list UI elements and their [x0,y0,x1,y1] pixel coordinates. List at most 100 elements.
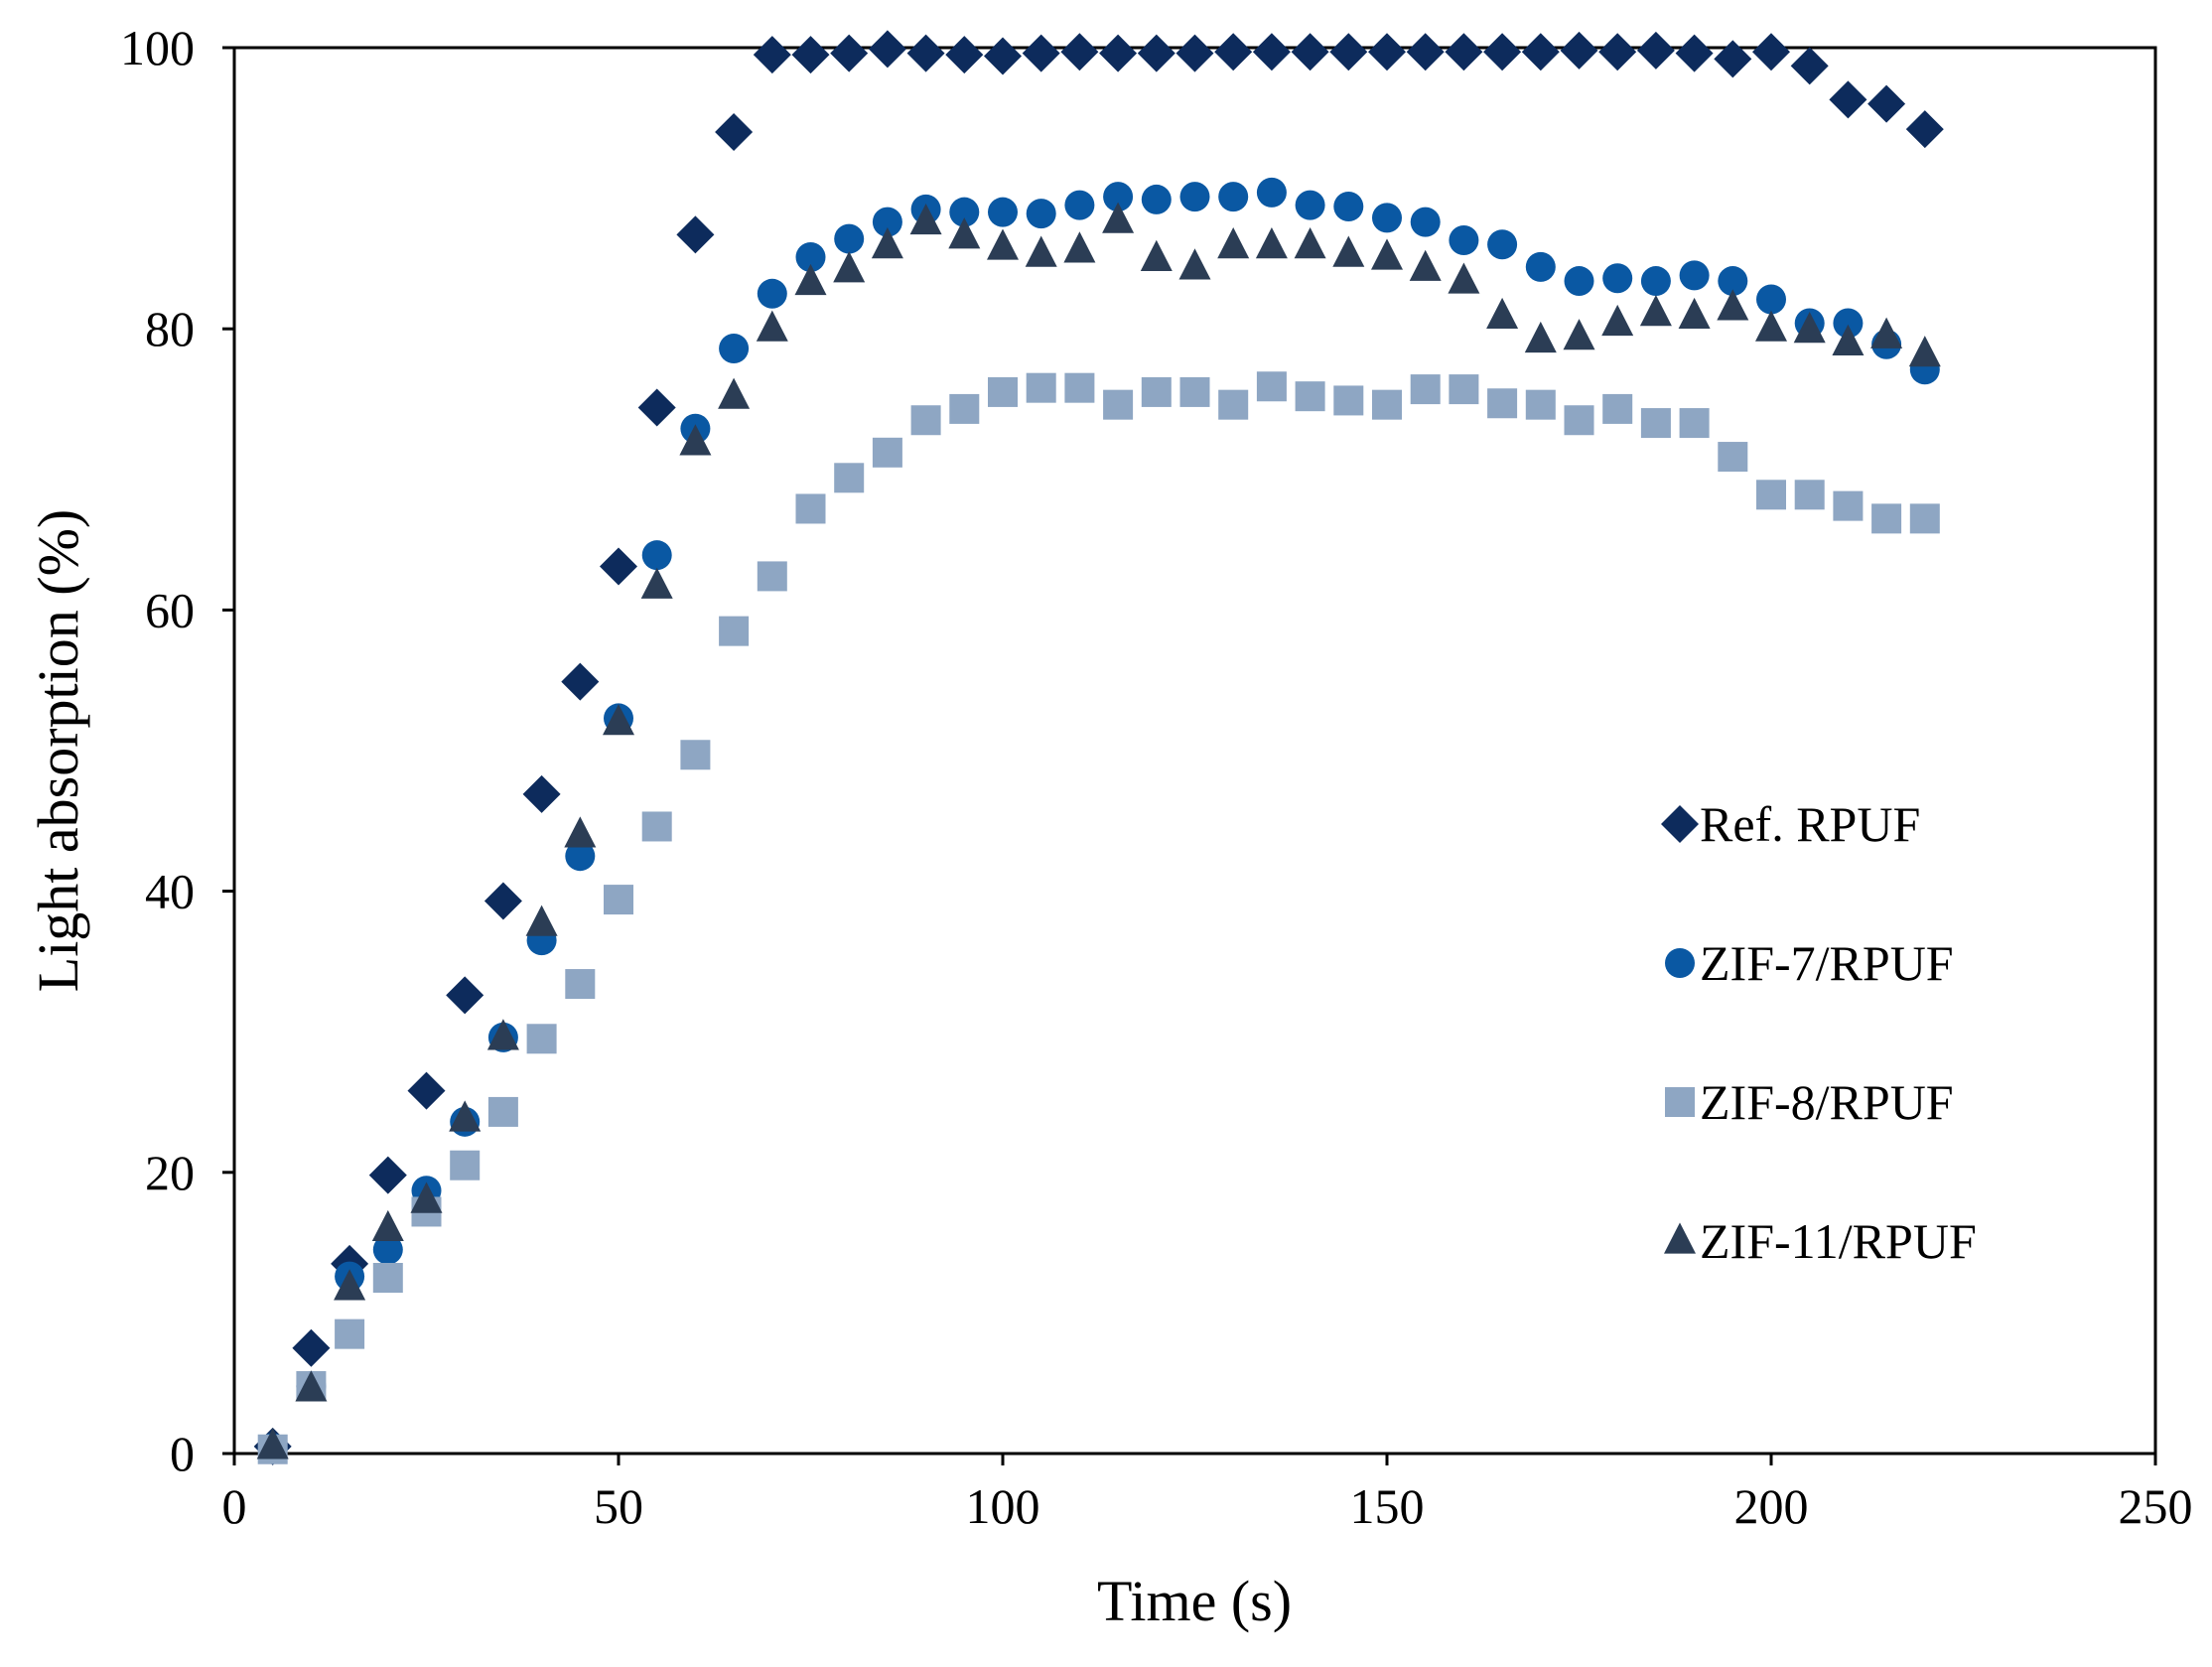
data-point [600,547,637,586]
data-point [1486,297,1519,330]
data-point [1483,33,1522,71]
data-point [1329,33,1368,71]
data-point [987,228,1019,260]
data-point [1410,207,1441,237]
data-point [484,882,522,920]
data-point [1833,308,1864,339]
data-point [1521,33,1560,71]
data-point [910,405,941,436]
data-point [1368,33,1406,71]
legend-marker [1665,1087,1695,1117]
data-point [1524,321,1557,353]
data-point [719,616,750,646]
data-point [1833,490,1864,521]
legend: Ref. RPUF ZIF-7/RPUF ZIF-8/RPUF ZIF-11/RPUF [1661,796,1977,1269]
data-point [565,969,596,1000]
data-point [1409,249,1442,281]
data-point [1525,389,1556,420]
y-axis-title: Light absorption (%) [26,509,90,992]
data-point [1905,110,1944,149]
data-point [292,1328,331,1367]
data-point [1636,31,1675,69]
data-point [1218,389,1249,420]
data-point [1255,227,1288,259]
data-point [368,1156,407,1194]
axes-ticks: 0 50 100 150 200 250 0 20 40 60 80 100 [120,20,2193,1534]
data-point [1333,192,1364,222]
data-point [407,1071,446,1110]
data-point [1640,266,1671,297]
x-tick-label: 250 [2119,1478,2193,1534]
data-point [1867,84,1906,123]
data-point [1295,381,1325,412]
data-point [680,740,711,770]
data-point [791,36,830,74]
data-point [1870,317,1903,348]
series-3 [256,202,1941,1459]
data-point [1141,376,1172,407]
data-point [1025,235,1057,267]
data-point [1714,40,1752,78]
series-0 [253,30,1944,1465]
data-point [1294,227,1326,259]
data-point [906,34,945,72]
data-point [1794,480,1825,510]
data-point [522,774,561,813]
data-point [1449,224,1479,255]
data-point [1064,190,1095,220]
data-point [945,36,984,74]
data-point [1829,80,1867,119]
data-point [871,227,903,259]
data-point [1601,304,1634,337]
data-point [1487,229,1518,260]
data-point [1718,442,1748,473]
data-point [1640,408,1671,439]
data-point [372,1263,403,1293]
legend-label: ZIF-11/RPUF [1700,1213,1977,1269]
data-point [1214,33,1253,71]
data-point [640,567,673,599]
data-point [1099,34,1138,72]
data-point [1564,266,1594,297]
x-tick-label: 150 [1350,1478,1425,1534]
plot-area [232,46,2157,1456]
data-point [1063,231,1096,263]
data-point [1178,248,1211,280]
data-point [1639,295,1672,327]
x-tick-label: 0 [222,1478,247,1534]
data-point [1256,371,1287,402]
data-point [984,37,1022,75]
data-point [868,30,906,69]
data-point [1291,33,1329,71]
data-point [1179,182,1210,212]
data-point [637,388,676,427]
y-tick-label: 60 [145,582,195,637]
data-point [1026,372,1056,403]
data-point [1410,374,1441,405]
data-point [334,1269,366,1301]
data-point [1371,238,1403,270]
data-point [450,1150,481,1181]
data-point [1448,262,1480,294]
data-point [1717,289,1749,321]
data-point [909,203,942,235]
data-point [641,811,672,842]
data-point [526,1024,557,1054]
data-point [1140,239,1173,271]
data-point [679,424,712,456]
data-point [1372,389,1402,420]
data-point [795,493,826,524]
data-point [1252,33,1291,71]
legend-marker [1665,948,1695,978]
data-point [988,376,1018,407]
data-point [1406,33,1445,71]
data-point [1332,235,1365,267]
legend-marker [1664,1222,1696,1254]
data-point [1445,33,1483,71]
data-point [564,816,597,848]
data-point [1718,266,1748,297]
data-point [1790,47,1829,85]
data-point [446,976,484,1015]
data-point [1022,34,1060,72]
data-point [1449,374,1479,405]
